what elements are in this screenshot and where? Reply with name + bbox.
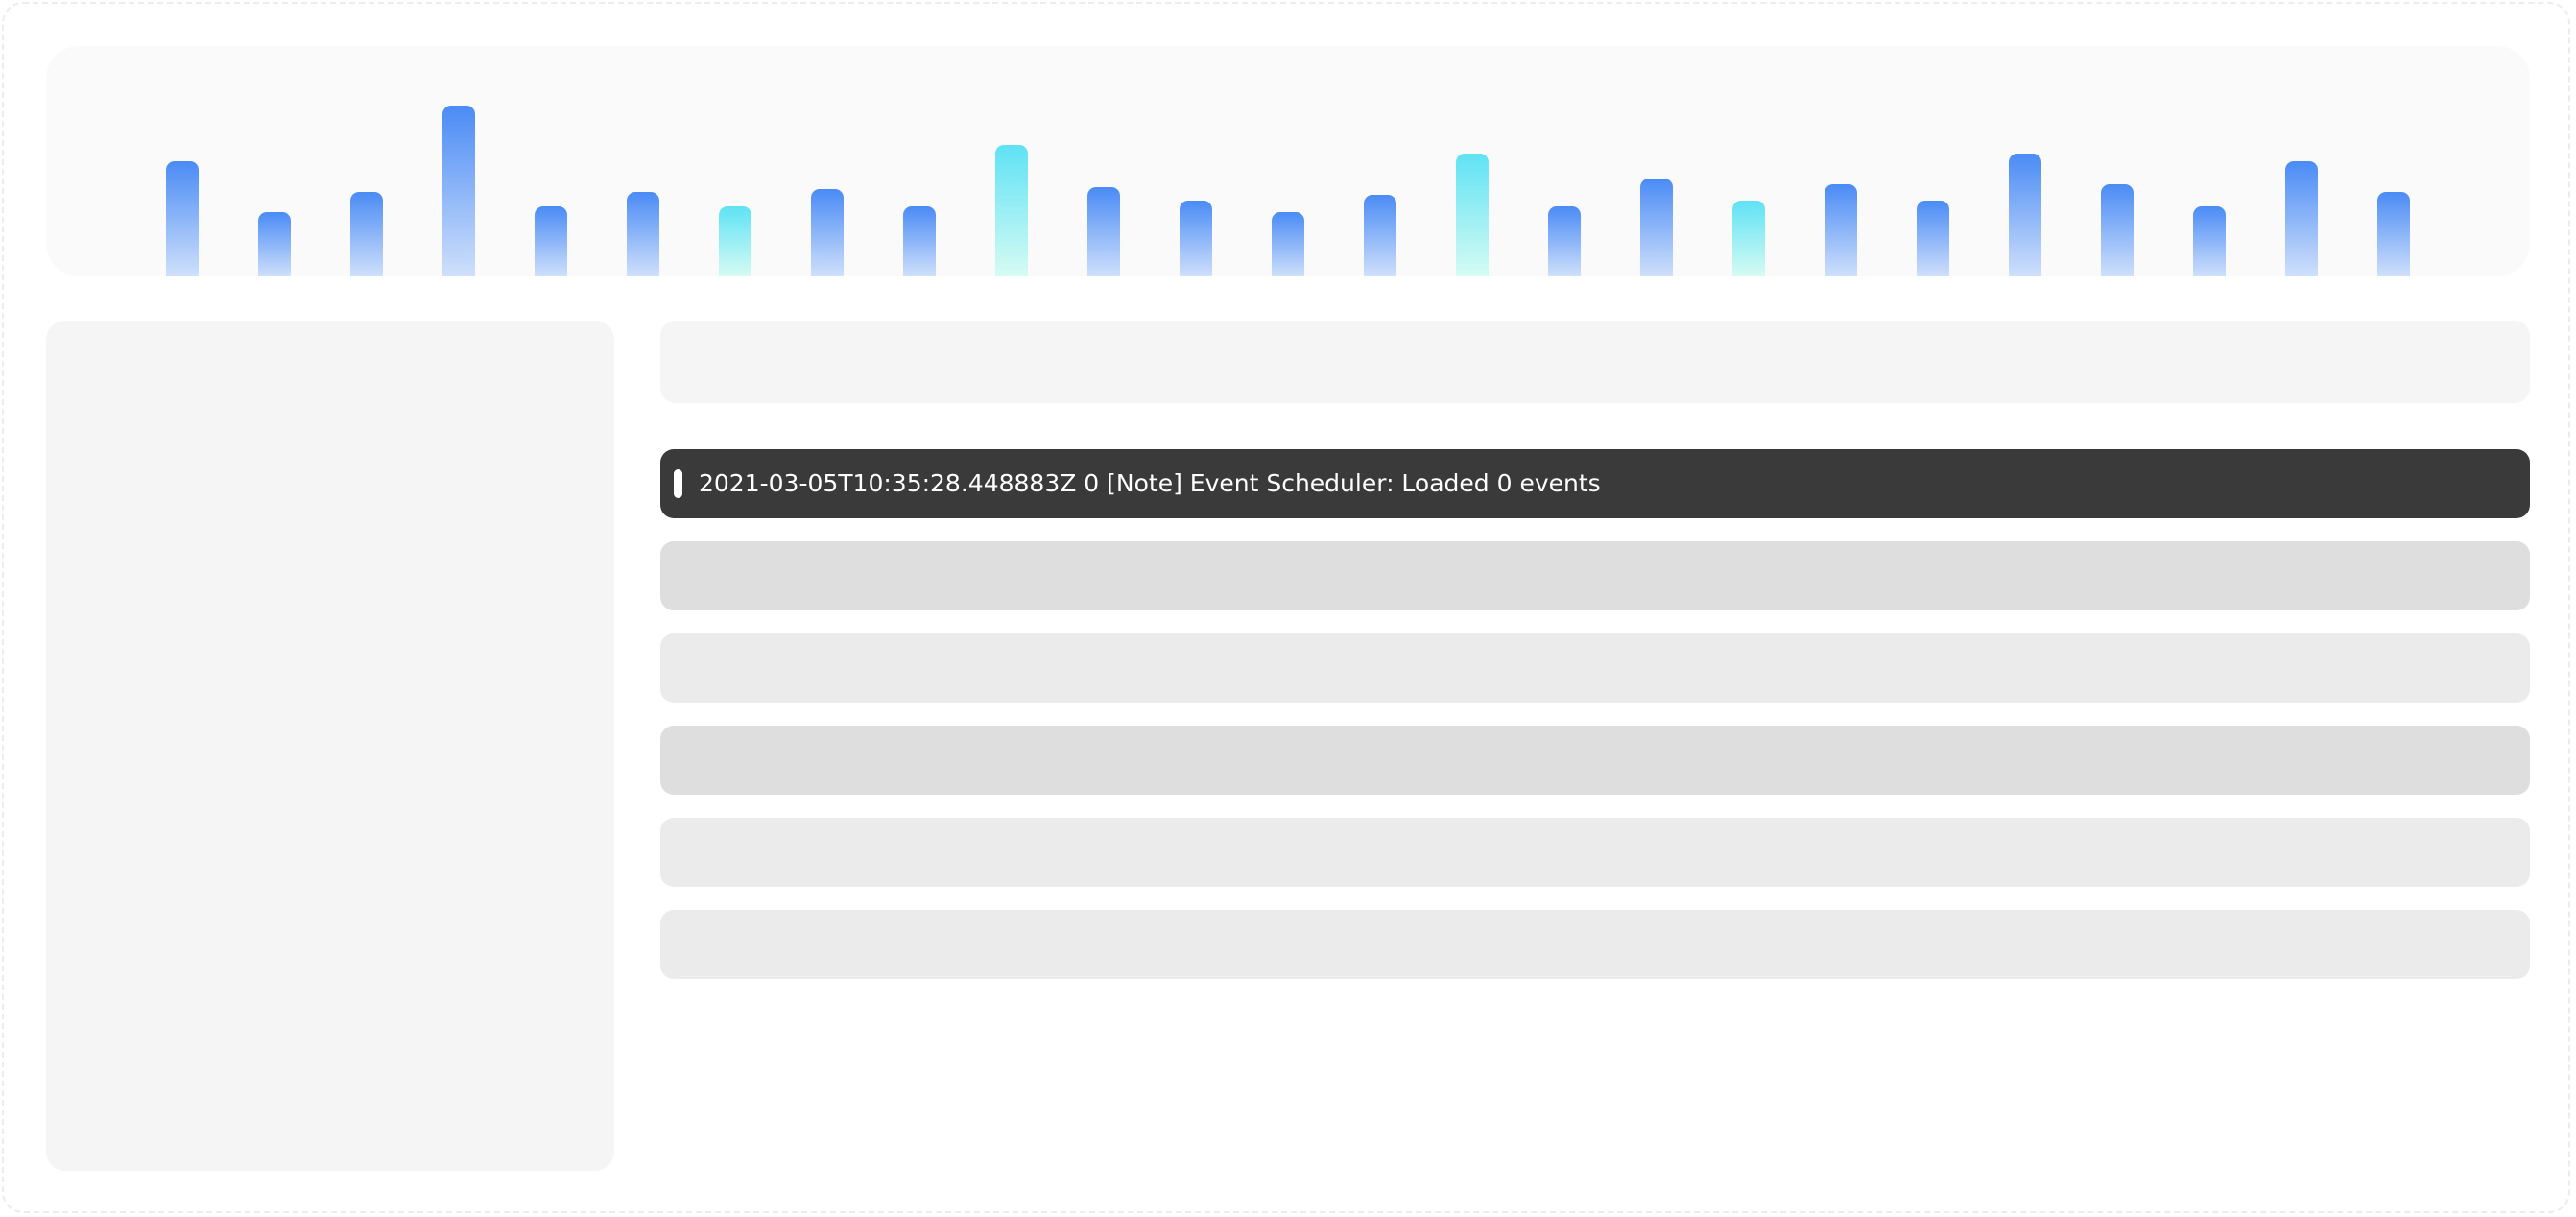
log-histogram xyxy=(46,46,2530,276)
histogram-bar[interactable] xyxy=(1180,201,1212,276)
histogram-bar-highlighted[interactable] xyxy=(995,145,1028,276)
histogram-bar[interactable] xyxy=(258,212,291,276)
histogram-bar-highlighted[interactable] xyxy=(719,206,751,276)
histogram-bar[interactable] xyxy=(2377,192,2410,276)
histogram-bar-highlighted[interactable] xyxy=(1732,201,1765,276)
histogram-bar[interactable] xyxy=(2193,206,2226,276)
log-row[interactable] xyxy=(660,910,2530,979)
log-row-text: 2021-03-05T10:35:28.448883Z 0 [Note] Eve… xyxy=(699,469,1601,497)
log-row[interactable] xyxy=(660,818,2530,887)
row-selection-marker xyxy=(674,469,682,498)
histogram-bar[interactable] xyxy=(1640,179,1673,276)
histogram-bars xyxy=(46,46,2530,276)
histogram-bar-highlighted[interactable] xyxy=(1456,154,1489,276)
histogram-bar[interactable] xyxy=(903,206,936,276)
histogram-bar[interactable] xyxy=(442,106,475,276)
log-row-selected[interactable]: 2021-03-05T10:35:28.448883Z 0 [Note] Eve… xyxy=(660,449,2530,518)
histogram-bar[interactable] xyxy=(166,161,199,276)
histogram-bar[interactable] xyxy=(1548,206,1581,276)
log-row[interactable] xyxy=(660,541,2530,610)
sidebar-panel xyxy=(46,321,614,1171)
log-row[interactable] xyxy=(660,633,2530,703)
histogram-bar[interactable] xyxy=(535,206,567,276)
histogram-bar[interactable] xyxy=(1364,195,1396,276)
histogram-bar[interactable] xyxy=(2009,154,2041,276)
histogram-bar[interactable] xyxy=(2101,184,2134,276)
search-bar[interactable] xyxy=(660,321,2530,403)
histogram-bar[interactable] xyxy=(811,189,844,276)
histogram-bar[interactable] xyxy=(1087,187,1120,276)
histogram-bar[interactable] xyxy=(1272,212,1304,276)
histogram-bar[interactable] xyxy=(1917,201,1949,276)
histogram-bar[interactable] xyxy=(1825,184,1857,276)
histogram-bar[interactable] xyxy=(350,192,383,276)
histogram-bar[interactable] xyxy=(2285,161,2318,276)
log-row[interactable] xyxy=(660,726,2530,795)
histogram-bar[interactable] xyxy=(627,192,659,276)
